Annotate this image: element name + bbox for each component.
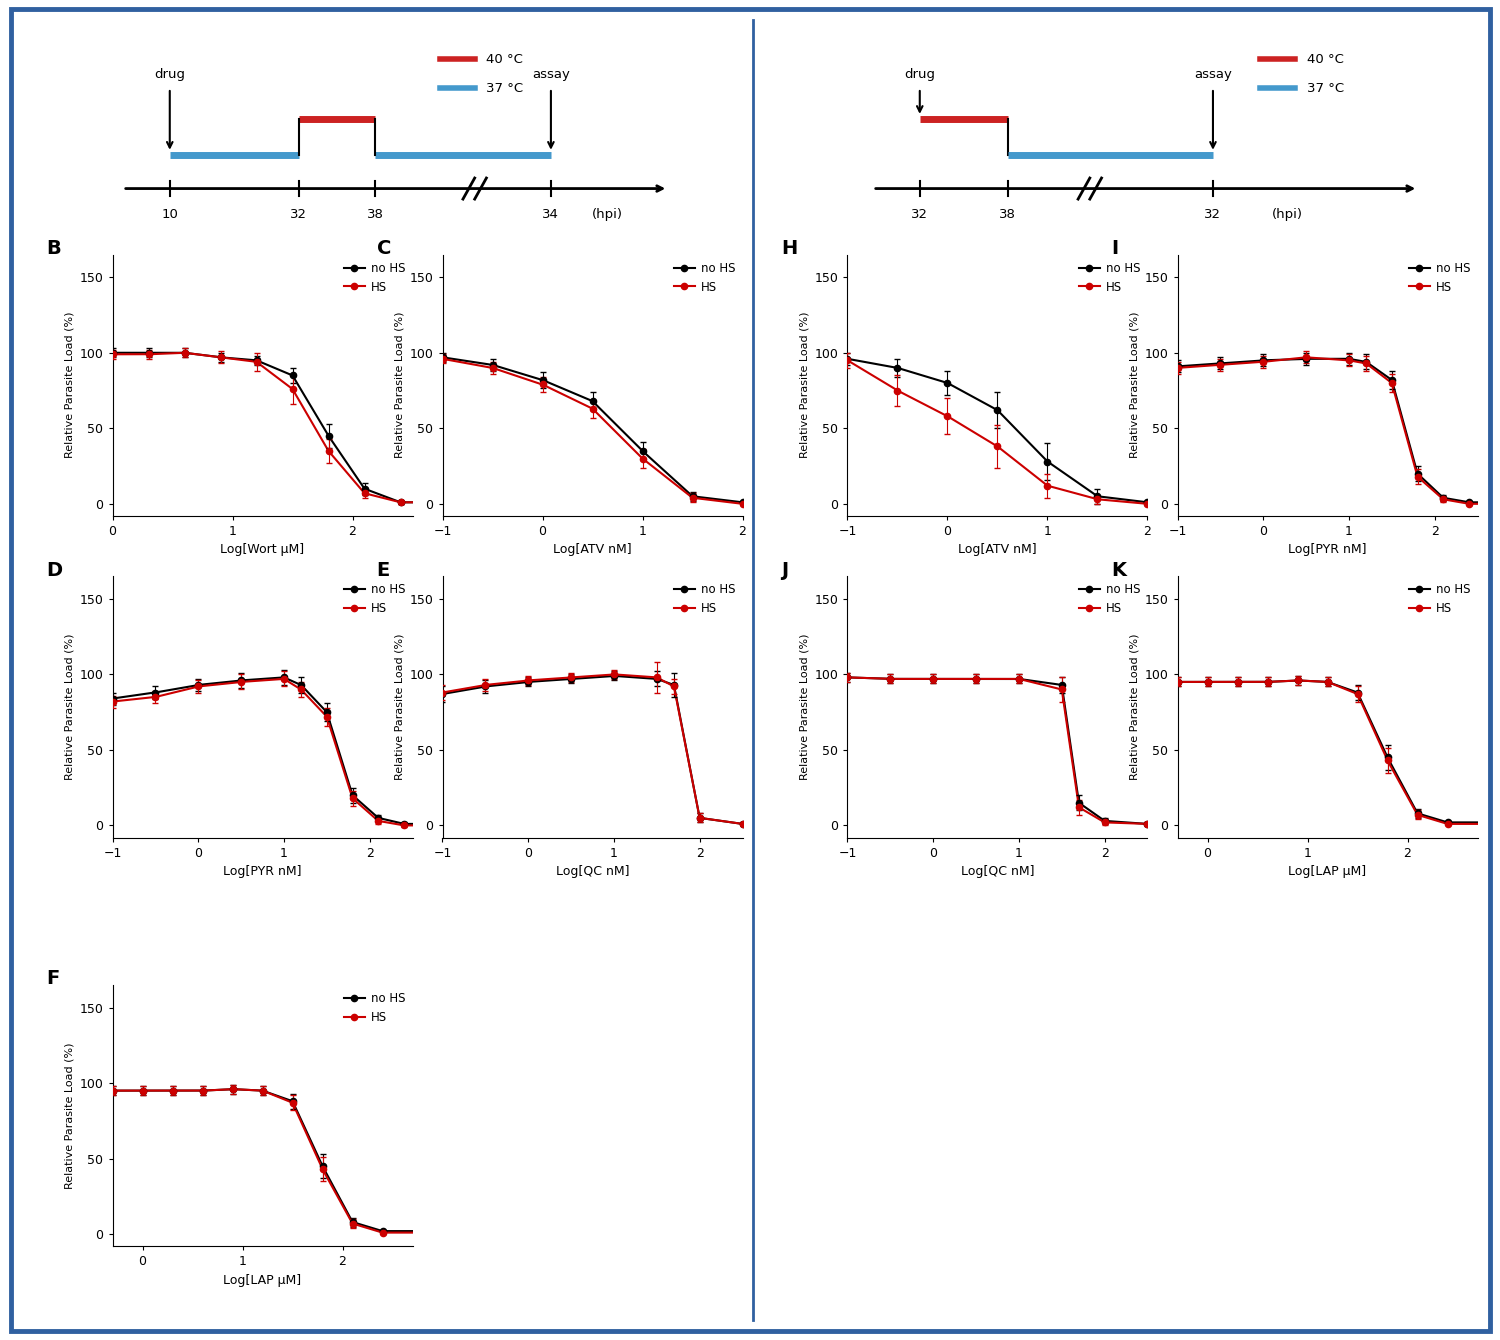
Text: assay: assay [1194, 68, 1231, 80]
X-axis label: Log[Wort μM]: Log[Wort μM] [220, 544, 304, 556]
Text: K: K [1112, 560, 1126, 579]
Legend: no HS, HS: no HS, HS [339, 988, 410, 1029]
Text: 37 °C: 37 °C [486, 82, 524, 95]
Text: B: B [46, 239, 62, 257]
X-axis label: Log[LAP μM]: Log[LAP μM] [1288, 866, 1366, 878]
X-axis label: Log[QC nM]: Log[QC nM] [960, 866, 1034, 878]
Text: E: E [376, 560, 390, 579]
Text: 10: 10 [162, 208, 178, 221]
Y-axis label: Relative Parasite Load (%): Relative Parasite Load (%) [394, 312, 404, 458]
Text: 32: 32 [912, 208, 928, 221]
X-axis label: Log[ATV nM]: Log[ATV nM] [958, 544, 1036, 556]
Legend: no HS, HS: no HS, HS [339, 579, 410, 620]
Y-axis label: Relative Parasite Load (%): Relative Parasite Load (%) [394, 634, 404, 780]
Legend: no HS, HS: no HS, HS [1074, 579, 1144, 620]
Text: 40 °C: 40 °C [1306, 52, 1344, 66]
Y-axis label: Relative Parasite Load (%): Relative Parasite Load (%) [64, 634, 74, 780]
Text: 34: 34 [543, 208, 560, 221]
X-axis label: Log[PYR nM]: Log[PYR nM] [224, 866, 302, 878]
Y-axis label: Relative Parasite Load (%): Relative Parasite Load (%) [1130, 312, 1138, 458]
Text: 37 °C: 37 °C [1306, 82, 1344, 95]
Text: drug: drug [154, 68, 186, 80]
Text: F: F [46, 969, 60, 988]
Text: 32: 32 [291, 208, 308, 221]
X-axis label: Log[LAP μM]: Log[LAP μM] [224, 1274, 302, 1286]
Text: D: D [46, 560, 63, 579]
Legend: no HS, HS: no HS, HS [1404, 579, 1474, 620]
Text: J: J [782, 560, 789, 579]
Text: (hpi): (hpi) [1272, 208, 1302, 221]
Text: C: C [376, 239, 392, 257]
Text: 38: 38 [366, 208, 384, 221]
Text: 32: 32 [1204, 208, 1221, 221]
X-axis label: Log[ATV nM]: Log[ATV nM] [554, 544, 632, 556]
Y-axis label: Relative Parasite Load (%): Relative Parasite Load (%) [64, 1043, 74, 1189]
X-axis label: Log[QC nM]: Log[QC nM] [555, 866, 630, 878]
X-axis label: Log[PYR nM]: Log[PYR nM] [1288, 544, 1366, 556]
Text: assay: assay [532, 68, 570, 80]
Text: drug: drug [904, 68, 936, 80]
Text: H: H [782, 239, 798, 257]
Legend: no HS, HS: no HS, HS [1404, 257, 1474, 299]
Text: I: I [1112, 239, 1119, 257]
Legend: no HS, HS: no HS, HS [339, 257, 410, 299]
Legend: no HS, HS: no HS, HS [1074, 257, 1144, 299]
Text: 40 °C: 40 °C [486, 52, 524, 66]
Legend: no HS, HS: no HS, HS [669, 579, 740, 620]
Legend: no HS, HS: no HS, HS [669, 257, 740, 299]
Y-axis label: Relative Parasite Load (%): Relative Parasite Load (%) [64, 312, 74, 458]
Y-axis label: Relative Parasite Load (%): Relative Parasite Load (%) [800, 634, 808, 780]
Y-axis label: Relative Parasite Load (%): Relative Parasite Load (%) [800, 312, 808, 458]
Y-axis label: Relative Parasite Load (%): Relative Parasite Load (%) [1130, 634, 1138, 780]
Text: 38: 38 [999, 208, 1016, 221]
Text: (hpi): (hpi) [592, 208, 622, 221]
